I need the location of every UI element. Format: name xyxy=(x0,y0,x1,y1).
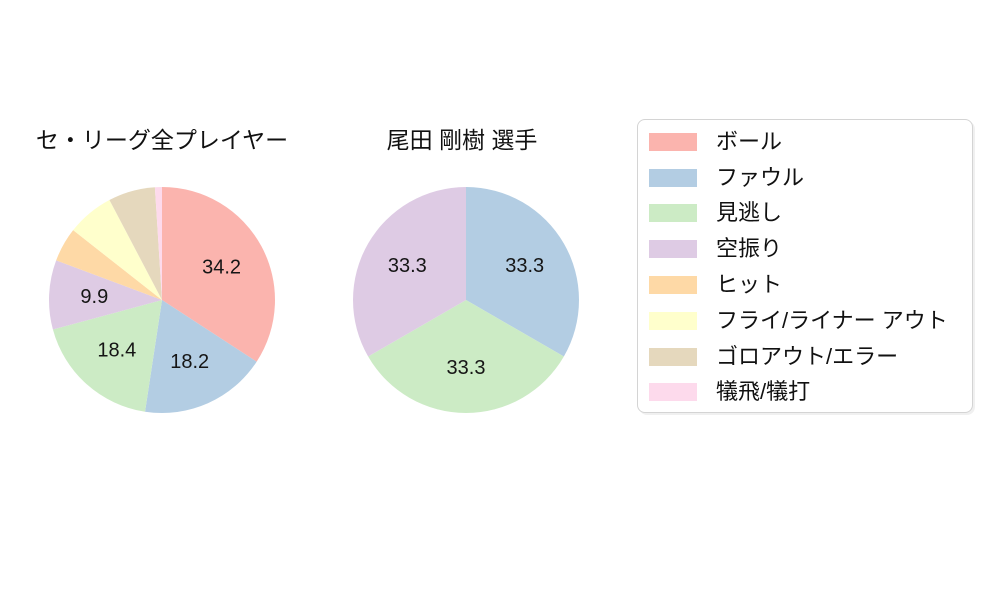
legend-box: ボールファウル見逃し空振りヒットフライ/ライナー アウト ゴロアウト/エラー 犠飛/… xyxy=(637,119,973,413)
pie-slice-2 xyxy=(353,187,466,357)
pie-slice-3 xyxy=(48,260,162,330)
pie-slice-2 xyxy=(52,300,162,412)
pie-title-player: 尾田 剛樹 選手 xyxy=(386,127,538,153)
legend-swatch xyxy=(649,168,697,187)
pie-value-label: 18.4 xyxy=(97,340,136,362)
legend-swatch xyxy=(649,347,697,366)
legend-label: 犠飛/犠打 xyxy=(716,379,811,405)
legend-swatch xyxy=(649,132,697,151)
legend-item-1: ファウル xyxy=(649,160,972,196)
pie-value-label: 9.9 xyxy=(80,286,108,308)
legend-label: ファウル xyxy=(716,164,805,190)
legend-swatch xyxy=(649,204,697,223)
legend-item-2: 見逃し xyxy=(649,196,972,232)
pie-value-label: 18.2 xyxy=(170,351,209,373)
pie-slice-0 xyxy=(466,187,579,357)
legend-item-5: フライ/ライナー アウト xyxy=(649,303,972,339)
pie-value-label: 33.3 xyxy=(447,357,486,379)
pie-slice-1 xyxy=(368,300,564,413)
pie-title-league: セ・リーグ全プレイヤー xyxy=(35,127,289,153)
legend-item-7: 犠飛/犠打 xyxy=(649,375,972,411)
pie-value-label: 33.3 xyxy=(505,255,544,277)
pie-chart-player: 33.3 33.3 33.3 xyxy=(353,187,579,413)
pie-chart-league: 34.2 18.2 18.4 9.9 xyxy=(48,186,275,414)
legend-label: 空振り xyxy=(716,236,783,262)
legend-swatch xyxy=(649,383,697,402)
pie-slice-1 xyxy=(145,300,257,414)
legend-list: ボールファウル見逃し空振りヒットフライ/ライナー アウト ゴロアウト/エラー 犠飛/… xyxy=(638,120,972,410)
legend-swatch xyxy=(649,276,697,295)
pie-value-label: 33.3 xyxy=(388,255,427,277)
legend-swatch xyxy=(649,311,697,330)
pie-slice-4 xyxy=(56,230,162,300)
pie-value-label: 34.2 xyxy=(202,257,241,279)
legend-item-4: ヒット xyxy=(649,267,972,303)
legend-label: 見逃し xyxy=(716,200,783,226)
legend-swatch xyxy=(649,240,697,259)
legend-label: ボール xyxy=(716,128,783,154)
pie-slice-6 xyxy=(109,187,162,300)
pie-slice-7 xyxy=(154,186,162,300)
legend-item-6: ゴロアウト/エラー xyxy=(649,339,972,375)
legend-label: フライ/ライナー アウト xyxy=(716,307,948,333)
legend-label: ヒット xyxy=(716,272,783,298)
legend-item-0: ボール xyxy=(649,124,972,160)
legend-item-3: 空振り xyxy=(649,231,972,267)
pie-slice-0 xyxy=(162,187,275,362)
pie-slice-5 xyxy=(73,199,162,300)
legend-label: ゴロアウト/エラー xyxy=(716,343,899,369)
